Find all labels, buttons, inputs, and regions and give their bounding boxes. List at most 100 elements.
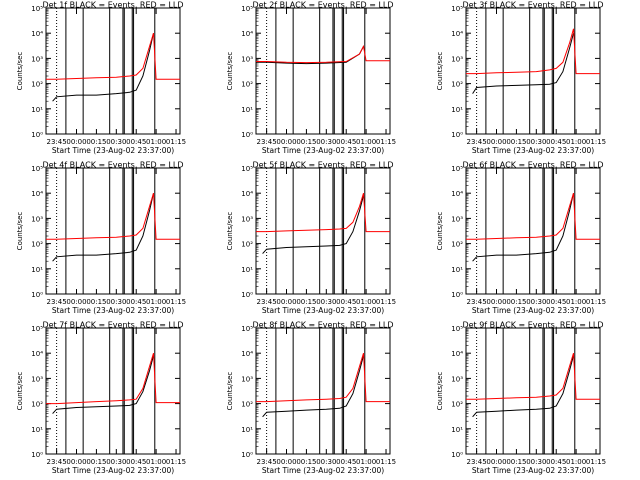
x-tick-label: 00:30	[106, 138, 126, 146]
y-tick-label: 10⁵	[451, 325, 463, 333]
y-tick-label: 10⁰	[451, 131, 463, 139]
x-tick-label: 23:45	[257, 458, 277, 466]
y-tick-label: 10²	[241, 81, 253, 89]
x-tick-label: 01:15	[586, 138, 606, 146]
plot-frame	[45, 327, 181, 455]
series-events-line	[262, 355, 364, 418]
x-tick-label: 00:30	[316, 298, 336, 306]
y-axis-label: Counts/sec	[226, 212, 234, 251]
x-tick-label: 23:45	[47, 298, 67, 306]
x-tick-label: 01:15	[166, 138, 186, 146]
x-tick-label: 01:15	[376, 458, 396, 466]
series-lld-line	[256, 353, 390, 403]
y-tick-label: 10⁴	[451, 190, 463, 198]
plot-frame	[255, 327, 391, 455]
plot-frame	[465, 167, 601, 295]
x-tick-label: 00:15	[86, 138, 106, 146]
y-tick-label: 10⁴	[241, 350, 253, 358]
y-tick-label: 10¹	[241, 426, 253, 434]
x-tick-label: 23:45	[467, 298, 487, 306]
y-axis-label: Counts/sec	[226, 52, 234, 91]
x-tick-label: 00:30	[106, 458, 126, 466]
y-tick-label: 10³	[31, 55, 43, 63]
x-tick-label: 00:45	[126, 458, 146, 466]
x-tick-label: 01:00	[146, 138, 166, 146]
panel-title: Det 9f BLACK = Events, RED = LLD	[462, 321, 603, 330]
x-tick-label: 00:15	[296, 458, 316, 466]
panel-det-2: Det 2f BLACK = Events, RED = LLD 10⁰ 10¹ 10…	[226, 1, 396, 156]
x-tick-label: 00:00	[276, 138, 296, 146]
series-events-line	[52, 355, 154, 414]
x-tick-label: 23:45	[467, 138, 487, 146]
x-axis-label: Start Time (23-Aug-02 23:37:00)	[262, 306, 384, 315]
y-tick-label: 10¹	[241, 106, 253, 114]
x-tick-label: 00:45	[126, 298, 146, 306]
panel-title: Det 5f BLACK = Events, RED = LLD	[252, 161, 393, 170]
y-tick-label: 10⁰	[31, 131, 43, 139]
series-lld-line	[46, 33, 180, 80]
series-events-line	[472, 33, 574, 94]
plot-frame	[45, 167, 181, 295]
y-tick-label: 10⁴	[31, 190, 43, 198]
y-tick-label: 10¹	[31, 106, 43, 114]
y-axis-label: Counts/sec	[16, 212, 24, 251]
panel-det-8: Det 8f BLACK = Events, RED = LLD 10⁰ 10¹ 10…	[226, 321, 396, 476]
y-tick-label: 10¹	[31, 426, 43, 434]
x-tick-label: 23:45	[257, 138, 277, 146]
x-axis-label: Start Time (23-Aug-02 23:37:00)	[472, 306, 594, 315]
x-tick-label: 23:45	[47, 138, 67, 146]
y-tick-label: 10⁵	[451, 5, 463, 13]
x-tick-label: 00:30	[526, 138, 546, 146]
x-axis-label: Start Time (23-Aug-02 23:37:00)	[472, 146, 594, 155]
x-tick-label: 00:15	[506, 298, 526, 306]
series-events-line	[472, 193, 574, 262]
y-tick-label: 10⁵	[241, 165, 253, 173]
y-axis-label: Counts/sec	[436, 52, 444, 91]
y-tick-label: 10³	[241, 375, 253, 383]
x-tick-label: 01:15	[586, 298, 606, 306]
plot-frame	[255, 7, 391, 135]
plot-frame	[465, 327, 601, 455]
y-tick-label: 10⁰	[31, 291, 43, 299]
x-tick-label: 00:45	[546, 138, 566, 146]
y-tick-label: 10⁴	[31, 30, 43, 38]
y-tick-label: 10²	[241, 241, 253, 249]
y-axis-label: Counts/sec	[16, 372, 24, 411]
y-axis-label: Counts/sec	[16, 52, 24, 91]
y-tick-label: 10²	[451, 81, 463, 89]
y-tick-label: 10³	[31, 215, 43, 223]
x-tick-label: 01:00	[566, 298, 586, 306]
x-tick-label: 01:00	[146, 298, 166, 306]
y-tick-label: 10⁵	[31, 325, 43, 333]
y-tick-label: 10²	[31, 401, 43, 409]
x-tick-label: 01:00	[566, 138, 586, 146]
x-tick-label: 00:30	[526, 298, 546, 306]
x-axis-label: Start Time (23-Aug-02 23:37:00)	[52, 146, 174, 155]
x-tick-label: 00:45	[336, 138, 356, 146]
y-tick-label: 10⁵	[31, 5, 43, 13]
series-lld-line	[256, 44, 390, 64]
panel-det-6: Det 6f BLACK = Events, RED = LLD 10⁰ 10¹ 10…	[436, 161, 606, 316]
x-tick-label: 01:00	[566, 458, 586, 466]
y-tick-label: 10⁴	[451, 350, 463, 358]
y-tick-label: 10³	[241, 215, 253, 223]
y-axis-label: Counts/sec	[226, 372, 234, 411]
x-tick-label: 01:15	[376, 138, 396, 146]
y-tick-label: 10¹	[451, 106, 463, 114]
x-tick-label: 00:45	[546, 458, 566, 466]
x-tick-label: 00:15	[506, 458, 526, 466]
series-lld-line	[46, 193, 180, 240]
series-events-line	[52, 193, 154, 262]
x-axis-label: Start Time (23-Aug-02 23:37:00)	[52, 466, 174, 475]
x-tick-label: 00:45	[336, 298, 356, 306]
y-tick-label: 10⁰	[241, 451, 253, 459]
x-tick-label: 00:45	[546, 298, 566, 306]
y-tick-label: 10⁰	[241, 131, 253, 139]
x-tick-label: 01:15	[166, 298, 186, 306]
y-tick-label: 10⁰	[451, 291, 463, 299]
x-tick-label: 01:15	[166, 458, 186, 466]
x-tick-label: 00:00	[486, 138, 506, 146]
panel-title: Det 8f BLACK = Events, RED = LLD	[252, 321, 393, 330]
y-tick-label: 10⁰	[451, 451, 463, 459]
x-tick-label: 00:00	[66, 458, 86, 466]
